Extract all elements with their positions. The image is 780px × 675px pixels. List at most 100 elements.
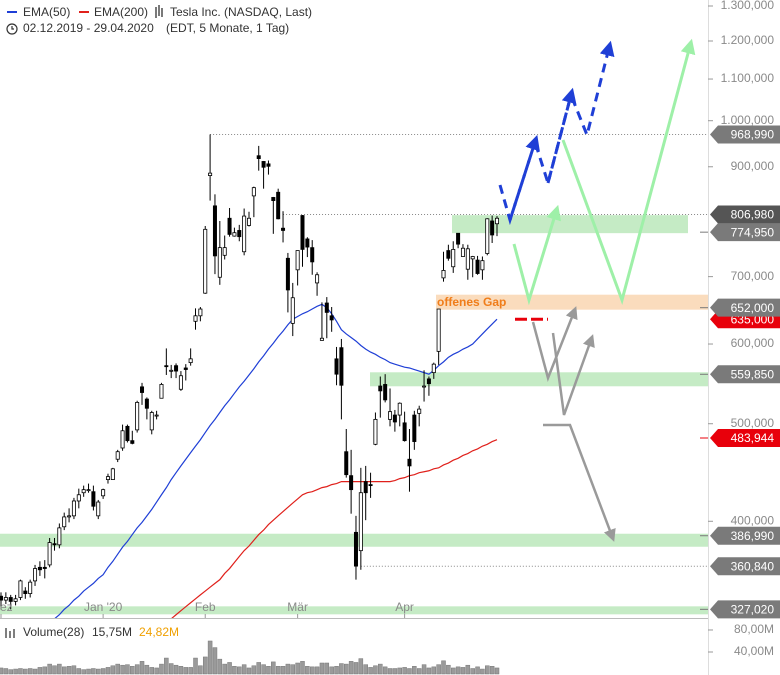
volume-bar xyxy=(86,668,91,675)
x-tick-label: Mär xyxy=(287,600,308,614)
volume-bar xyxy=(353,662,359,675)
level-tag xyxy=(710,600,780,619)
volume-bar xyxy=(280,666,286,675)
candle-icon xyxy=(155,5,163,18)
volume-bar xyxy=(8,669,13,675)
level-label: 360,840 xyxy=(731,559,775,573)
volume-bar xyxy=(139,661,145,675)
candle-body xyxy=(232,232,237,237)
volume-bar xyxy=(188,667,193,675)
volume-bar xyxy=(173,664,179,675)
annotation: offenes Gap xyxy=(437,295,506,309)
volume-bar xyxy=(450,667,456,675)
candle-body xyxy=(422,385,427,388)
y-tick-label: 1.100,000 xyxy=(721,71,775,85)
candle-body xyxy=(57,527,62,546)
volume-bar xyxy=(61,666,67,675)
candle-body xyxy=(71,500,76,517)
volume-bar xyxy=(382,666,388,675)
candle-body xyxy=(392,414,397,423)
volume-bar xyxy=(412,666,417,675)
volume-bar xyxy=(76,668,82,675)
candle-body xyxy=(193,315,198,322)
y-tick-label: 900,000 xyxy=(731,159,775,173)
volume-bar xyxy=(120,664,125,675)
volume-bar xyxy=(154,667,159,675)
volume-bar xyxy=(489,666,495,675)
volume-bar xyxy=(27,668,33,675)
volume-bar xyxy=(125,664,130,675)
candle-body xyxy=(217,247,222,278)
candle-body xyxy=(256,155,261,159)
level-tag xyxy=(710,428,780,447)
candle-body xyxy=(169,369,174,372)
candle-body xyxy=(407,458,412,467)
volume-bar xyxy=(217,658,223,675)
volume-bar xyxy=(237,666,242,675)
candle-body xyxy=(96,501,101,517)
level-tag xyxy=(710,223,780,242)
legend-entry: EMA(200) xyxy=(94,5,148,19)
volume-bar xyxy=(261,664,266,675)
candle-body xyxy=(373,418,378,445)
volume-bar xyxy=(494,667,500,675)
candle-body xyxy=(383,384,388,401)
level-tag xyxy=(710,557,780,576)
candle-body xyxy=(368,484,373,487)
volume-panel xyxy=(0,640,500,675)
level-label: 968,990 xyxy=(731,128,775,142)
volume-tick-label: 80,00M xyxy=(734,622,774,636)
volume-bar xyxy=(212,647,218,675)
arrow-path xyxy=(561,38,696,305)
candle-body xyxy=(266,163,271,167)
candle-body xyxy=(290,297,295,324)
projection-arrows xyxy=(498,38,696,542)
volume-bar xyxy=(373,665,378,675)
candle-body xyxy=(451,248,456,268)
volume-bar xyxy=(324,662,330,675)
volume-bar xyxy=(96,668,101,675)
volume-bar xyxy=(271,661,276,675)
volume-bar xyxy=(290,664,296,675)
zone xyxy=(370,372,708,387)
candle-body xyxy=(164,365,169,368)
volume-bar xyxy=(285,663,291,675)
candle-body xyxy=(295,250,300,271)
level-label: 559,850 xyxy=(731,367,775,381)
volume-bar xyxy=(309,666,315,675)
price-panel xyxy=(0,133,708,618)
volume-bar xyxy=(37,667,43,675)
level-tag xyxy=(710,205,780,224)
volume-bar xyxy=(256,662,261,675)
candle-body xyxy=(115,451,120,460)
volume-bar xyxy=(3,668,9,675)
volume-bar xyxy=(319,662,325,675)
candle-body xyxy=(485,218,490,254)
candle-body xyxy=(105,476,110,481)
legend: EMA(50) EMA(200) Tesla Inc. (NASDAQ, Las… xyxy=(0,0,318,38)
candle-body xyxy=(441,270,446,279)
candle-body xyxy=(426,378,431,385)
volume-bar xyxy=(222,663,227,675)
level-tag xyxy=(710,526,780,545)
candle-body xyxy=(125,425,130,442)
ema-line xyxy=(54,303,498,618)
candle-body xyxy=(154,414,159,417)
candle-body xyxy=(334,358,339,375)
candle-body xyxy=(456,232,461,245)
ema-line xyxy=(171,439,498,618)
candle-body xyxy=(81,489,86,494)
candle-body xyxy=(329,315,334,321)
volume-bar xyxy=(52,665,57,675)
level-label: 386,990 xyxy=(731,529,775,543)
candle-body xyxy=(300,215,305,250)
candle-body xyxy=(242,215,247,253)
candle-body xyxy=(412,414,417,442)
level-label: 483,944 xyxy=(731,431,775,445)
axes: 400,000 500,000 600,000 700,000 900,000 1.000… xyxy=(0,0,774,658)
volume-bar xyxy=(71,665,77,675)
volume-bar xyxy=(32,668,38,675)
volume-bar xyxy=(431,666,437,675)
candle-body xyxy=(344,451,349,476)
arrow-path xyxy=(531,306,578,382)
